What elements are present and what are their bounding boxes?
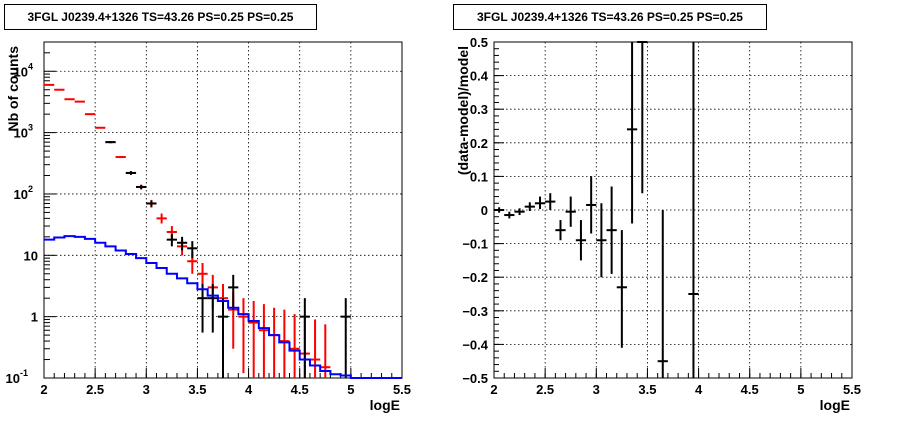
y-axis-label: Nb of counts [5, 46, 21, 132]
data-point [176, 236, 188, 251]
data-point [207, 284, 218, 333]
data-point [217, 298, 229, 378]
y-tick-label: 1 [31, 310, 38, 325]
data-point [494, 207, 505, 213]
x-tick-label: 5 [797, 382, 804, 397]
data-point [309, 319, 321, 378]
data-point [156, 213, 167, 224]
data-point [166, 234, 177, 247]
data-point [606, 186, 617, 274]
y-tick-label: 10 [24, 248, 38, 263]
data-point [596, 203, 607, 278]
y-tick-label: 102 [14, 184, 33, 202]
data-point [258, 304, 270, 378]
data-point [534, 196, 546, 209]
data-point [320, 324, 331, 378]
data-point [524, 202, 535, 212]
data-point [54, 88, 65, 91]
x-tick-label: 2.5 [536, 382, 554, 397]
data-point [688, 42, 699, 378]
data-point [504, 211, 515, 219]
data-point [545, 193, 556, 210]
data-point [64, 98, 75, 101]
data-point [565, 196, 576, 227]
data-point [289, 314, 300, 378]
y-axis-label: (data-model)/model [455, 46, 471, 175]
data-point [514, 208, 525, 216]
data-point [657, 210, 668, 378]
x-axis-label: logE [820, 397, 850, 413]
y-tick-label: 0.3 [470, 102, 488, 117]
x-axis-label: logE [370, 397, 400, 413]
y-tick-label: −0.2 [462, 270, 488, 285]
y-tick-label: −0.5 [462, 371, 488, 386]
x-tick-label: 3 [593, 382, 600, 397]
x-tick-label: 3.5 [188, 382, 206, 397]
data-point [228, 274, 239, 310]
x-tick-label: 5.5 [843, 382, 861, 397]
x-tick-label: 5 [347, 382, 354, 397]
data-point [105, 141, 116, 144]
x-tick-label: 2.5 [86, 382, 104, 397]
y-tick-label: −0.1 [462, 237, 488, 252]
right-plot: 2 2.5 3 3.5 4 4.5 5 5.5 0.5 0.4 0.3 0.2 0.1 0 −0.1 −0.2… [455, 35, 861, 413]
data-point [95, 126, 106, 129]
data-point [555, 220, 566, 241]
x-tick-label: 3 [143, 382, 150, 397]
y-tick-label: 104 [14, 61, 33, 79]
x-tick-label: 2 [490, 382, 497, 397]
y-tick-label: 0 [481, 203, 488, 218]
data-point [84, 113, 96, 116]
data-point [44, 83, 55, 86]
data-point [616, 230, 627, 348]
y-tick-label: 0.4 [470, 69, 489, 84]
data-point [279, 309, 290, 378]
data-point [187, 241, 198, 259]
data-point [586, 176, 597, 234]
left-chart-title: 3FGL J0239.4+1326 TS=43.26 PS=0.25 PS=0.… [4, 4, 317, 30]
x-tick-label: 5.5 [393, 382, 411, 397]
data-point [299, 298, 310, 378]
data-point [575, 220, 587, 261]
data-point [146, 200, 157, 207]
data-point [136, 184, 147, 190]
y-tick-label: 10-1 [6, 368, 28, 386]
data-point [626, 42, 638, 224]
left-plot: 2 2.5 3 3.5 4 4.5 5 5.5 10-1 1 10 102 103 104 logE Nb o… [5, 41, 411, 413]
data-point [637, 41, 648, 194]
data-point [197, 284, 208, 333]
data-point [115, 156, 126, 159]
y-tick-label: 0.2 [470, 136, 488, 151]
x-tick-label: 4 [695, 382, 703, 397]
x-tick-label: 4 [245, 382, 253, 397]
x-tick-label: 4.5 [741, 382, 759, 397]
data-point [125, 171, 137, 175]
y-tick-label: 0.5 [470, 35, 488, 50]
x-tick-label: 2 [40, 382, 47, 397]
data-point [340, 298, 351, 378]
data-point [248, 300, 259, 378]
model-histogram-line [44, 235, 402, 379]
data-point [74, 100, 85, 103]
y-tick-label: −0.4 [462, 337, 488, 352]
data-point [238, 298, 249, 374]
y-tick-label: 103 [14, 123, 33, 141]
right-chart-title: 3FGL J0239.4+1326 TS=43.26 PS=0.25 PS=0.… [453, 4, 767, 30]
x-tick-label: 4.5 [291, 382, 309, 397]
y-tick-label: −0.3 [462, 304, 488, 319]
x-tick-label: 3.5 [638, 382, 656, 397]
y-tick-label: 0.1 [470, 169, 488, 184]
data-point [269, 307, 280, 378]
